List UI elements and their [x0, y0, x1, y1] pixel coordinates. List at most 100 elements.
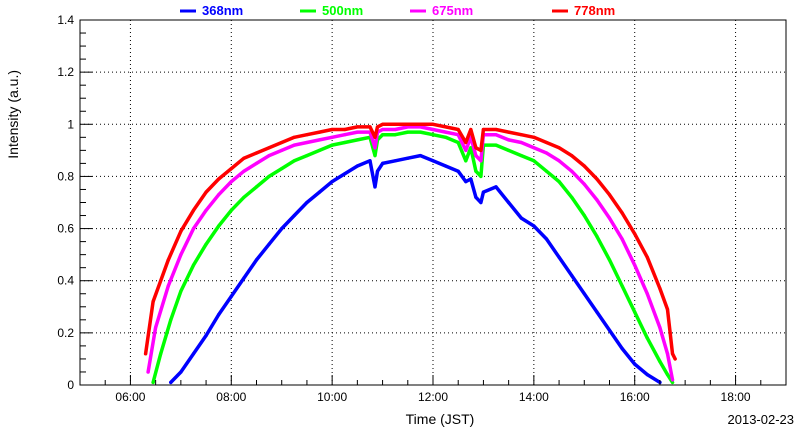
- data-point-778nm: [254, 151, 259, 155]
- data-point-500nm: [557, 180, 561, 184]
- data-point-778nm: [373, 135, 377, 139]
- data-point-778nm: [368, 125, 372, 129]
- data-point-500nm: [570, 195, 574, 199]
- data-point-675nm: [343, 133, 347, 137]
- data-point-778nm: [330, 127, 334, 132]
- data-point-675nm: [658, 326, 662, 330]
- data-point-778nm: [375, 125, 380, 129]
- data-point-500nm: [670, 380, 675, 384]
- data-point-675nm: [544, 151, 549, 155]
- data-point-500nm: [431, 133, 435, 137]
- data-point-675nm: [254, 161, 259, 165]
- data-point-778nm: [406, 122, 410, 126]
- data-point-778nm: [557, 146, 561, 150]
- data-point-675nm: [494, 133, 498, 137]
- data-point-368nm: [267, 242, 271, 246]
- data-point-778nm: [670, 352, 675, 356]
- data-point-368nm: [595, 310, 599, 314]
- data-point-778nm: [481, 127, 485, 132]
- data-point-500nm: [254, 185, 259, 189]
- data-point-500nm: [343, 140, 347, 145]
- data-point-368nm: [217, 313, 221, 317]
- data-point-368nm: [607, 328, 612, 332]
- data-point-500nm: [658, 359, 662, 364]
- data-point-778nm: [456, 127, 460, 132]
- data-point-778nm: [474, 146, 478, 150]
- data-point-675nm: [474, 154, 478, 158]
- x-tick-label: 14:00: [519, 390, 549, 404]
- data-point-778nm: [464, 140, 468, 145]
- data-point-500nm: [393, 133, 397, 137]
- y-axis-title: Intensity (a.u.): [5, 70, 21, 159]
- data-point-368nm: [479, 200, 483, 205]
- data-point-500nm: [292, 159, 296, 163]
- data-point-500nm: [494, 143, 498, 147]
- data-point-500nm: [665, 373, 670, 377]
- data-point-500nm: [267, 174, 271, 178]
- data-point-368nm: [343, 172, 347, 176]
- y-tick-label: 0.8: [57, 169, 74, 183]
- data-point-368nm: [494, 185, 498, 189]
- data-point-675nm: [146, 370, 150, 374]
- data-point-500nm: [242, 195, 246, 199]
- data-point-500nm: [444, 135, 448, 139]
- data-point-675nm: [620, 237, 624, 241]
- data-point-500nm: [373, 154, 377, 158]
- data-point-368nm: [507, 200, 511, 205]
- data-point-675nm: [166, 284, 170, 288]
- data-point-778nm: [144, 352, 148, 356]
- data-point-368nm: [292, 213, 296, 218]
- data-point-675nm: [373, 146, 377, 150]
- y-tick-label: 1: [67, 117, 74, 131]
- data-point-368nm: [464, 180, 468, 184]
- data-point-368nm: [254, 258, 259, 262]
- data-point-778nm: [519, 133, 523, 137]
- data-point-500nm: [456, 140, 460, 145]
- x-tick-label: 18:00: [721, 390, 751, 404]
- data-point-368nm: [557, 255, 561, 259]
- data-point-368nm: [620, 346, 624, 351]
- data-point-500nm: [317, 148, 322, 152]
- data-point-778nm: [665, 307, 670, 311]
- data-point-500nm: [544, 169, 549, 173]
- data-point-368nm: [330, 180, 334, 184]
- legend-label-675nm: 675nm: [432, 3, 473, 18]
- series-368nm: [169, 153, 662, 385]
- data-point-675nm: [179, 253, 183, 257]
- data-point-368nm: [229, 294, 233, 298]
- data-point-778nm: [673, 357, 677, 361]
- data-point-368nm: [305, 200, 309, 205]
- data-point-675nm: [532, 146, 536, 150]
- data-point-675nm: [229, 180, 233, 184]
- data-point-778nm: [658, 286, 662, 291]
- ticks: [79, 19, 787, 386]
- data-point-500nm: [418, 130, 422, 134]
- data-point-778nm: [544, 140, 549, 145]
- legend-label-500nm: 500nm: [322, 3, 363, 18]
- data-point-500nm: [507, 148, 511, 152]
- x-axis-title: Time (JST): [406, 411, 475, 427]
- data-point-368nm: [373, 185, 377, 189]
- series-layer: [143, 122, 677, 385]
- data-point-675nm: [464, 148, 468, 152]
- data-point-778nm: [507, 130, 511, 134]
- data-point-675nm: [242, 169, 246, 173]
- data-point-675nm: [670, 378, 675, 382]
- data-point-675nm: [507, 138, 511, 142]
- data-point-675nm: [645, 292, 649, 296]
- data-point-368nm: [191, 352, 196, 356]
- data-point-368nm: [582, 292, 586, 296]
- data-point-500nm: [179, 289, 183, 293]
- data-point-778nm: [229, 167, 233, 171]
- data-point-368nm: [444, 164, 448, 168]
- data-point-778nm: [532, 135, 536, 139]
- tick-labels: 06:00 08:00 10:00 12:00 14:00 16:00 18:00 0 0.2 0…: [57, 13, 751, 404]
- data-point-500nm: [217, 224, 221, 228]
- data-point-500nm: [532, 159, 536, 163]
- data-point-778nm: [418, 122, 422, 126]
- data-point-778nm: [166, 258, 170, 262]
- data-point-778nm: [620, 211, 624, 215]
- data-point-368nm: [519, 216, 523, 220]
- date-label: 2013-02-23: [728, 412, 795, 427]
